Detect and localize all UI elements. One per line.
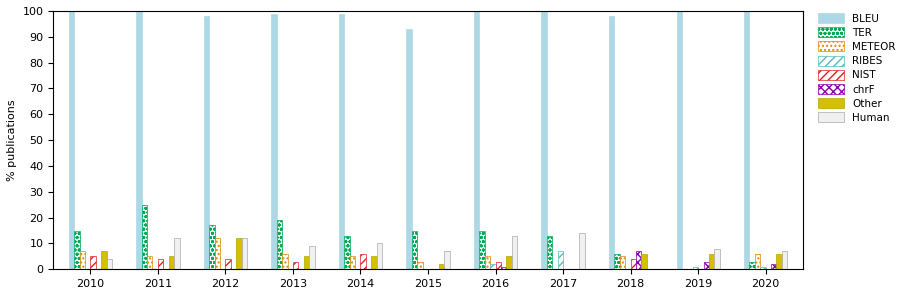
Bar (371, 256, 377, 269)
Bar (495, 262, 500, 269)
Bar (484, 256, 489, 269)
Bar (743, 11, 749, 269)
Bar (479, 231, 484, 269)
Bar (74, 231, 79, 269)
Bar (377, 244, 382, 269)
Bar (443, 251, 449, 269)
Bar (630, 259, 636, 269)
Bar (339, 14, 344, 269)
Legend: BLEU, TER, METEOR, RIBES, NIST, chrF, Other, Human: BLEU, TER, METEOR, RIBES, NIST, chrF, Ot… (815, 11, 897, 125)
Bar (360, 254, 366, 269)
Bar (293, 262, 298, 269)
Bar (136, 11, 142, 269)
Bar (546, 236, 552, 269)
Bar (636, 251, 641, 269)
Bar (142, 205, 147, 269)
Bar (101, 251, 107, 269)
Bar (506, 256, 511, 269)
Bar (412, 231, 417, 269)
Bar (271, 14, 276, 269)
Bar (703, 262, 708, 269)
Bar (276, 220, 282, 269)
Bar (511, 236, 517, 269)
Bar (147, 256, 153, 269)
Bar (619, 256, 625, 269)
Bar (90, 256, 96, 269)
Bar (713, 249, 719, 269)
Bar (770, 264, 776, 269)
Bar (579, 233, 584, 269)
Bar (641, 254, 646, 269)
Bar (489, 264, 495, 269)
Bar (692, 267, 697, 269)
Bar (500, 267, 506, 269)
Bar (309, 246, 314, 269)
Bar (541, 11, 546, 269)
Bar (609, 16, 614, 269)
Bar (209, 226, 214, 269)
Bar (776, 254, 781, 269)
Bar (473, 11, 479, 269)
Bar (417, 262, 422, 269)
Bar (203, 16, 209, 269)
Bar (174, 238, 180, 269)
Bar (282, 254, 287, 269)
Bar (69, 11, 74, 269)
Bar (349, 256, 355, 269)
Bar (344, 236, 349, 269)
Bar (158, 259, 163, 269)
Bar (557, 251, 563, 269)
Bar (781, 251, 787, 269)
Y-axis label: % publications: % publications (7, 99, 17, 181)
Bar (708, 254, 713, 269)
Bar (214, 238, 219, 269)
Bar (406, 29, 412, 269)
Bar (303, 256, 309, 269)
Bar (236, 238, 241, 269)
Bar (759, 267, 765, 269)
Bar (107, 259, 112, 269)
Bar (749, 262, 754, 269)
Bar (438, 264, 443, 269)
Bar (241, 238, 247, 269)
Bar (754, 254, 759, 269)
Bar (79, 251, 85, 269)
Bar (675, 11, 681, 269)
Bar (614, 254, 619, 269)
Bar (225, 259, 230, 269)
Bar (169, 256, 174, 269)
